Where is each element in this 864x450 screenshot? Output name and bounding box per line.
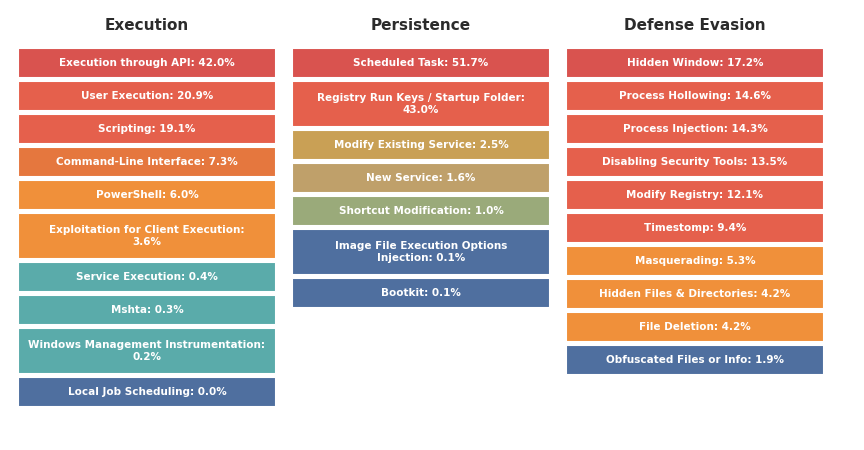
Text: Local Job Scheduling: 0.0%: Local Job Scheduling: 0.0% [67,387,226,397]
Text: Defense Evasion: Defense Evasion [624,18,766,33]
Bar [566,279,824,309]
Text: Disabling Security Tools: 13.5%: Disabling Security Tools: 13.5% [602,157,788,167]
Bar [566,180,824,210]
Bar [292,81,550,127]
Bar [18,180,276,210]
Text: Process Injection: 14.3%: Process Injection: 14.3% [623,124,767,134]
Bar [18,295,276,325]
Bar [566,312,824,342]
Text: PowerShell: 6.0%: PowerShell: 6.0% [96,190,199,200]
Bar [292,278,550,308]
Text: Masquerading: 5.3%: Masquerading: 5.3% [635,256,755,266]
Bar [18,377,276,407]
Text: Command-Line Interface: 7.3%: Command-Line Interface: 7.3% [56,157,238,167]
Text: Mshta: 0.3%: Mshta: 0.3% [111,305,183,315]
Text: User Execution: 20.9%: User Execution: 20.9% [81,91,213,101]
Bar [292,229,550,275]
Bar [566,147,824,177]
Bar [566,81,824,111]
Bar [566,246,824,276]
Bar [566,114,824,144]
Text: Service Execution: 0.4%: Service Execution: 0.4% [76,272,218,282]
Text: File Deletion: 4.2%: File Deletion: 4.2% [639,322,751,332]
Text: Scripting: 19.1%: Scripting: 19.1% [98,124,195,134]
Bar [18,147,276,177]
Bar [18,48,276,78]
Bar [566,213,824,243]
Bar [18,213,276,259]
Bar [566,345,824,375]
Bar [292,196,550,226]
Text: Process Hollowing: 14.6%: Process Hollowing: 14.6% [619,91,771,101]
Text: Execution: Execution [105,18,189,33]
Text: Windows Management Instrumentation:
0.2%: Windows Management Instrumentation: 0.2% [29,340,265,362]
Text: Persistence: Persistence [371,18,471,33]
Text: Scheduled Task: 51.7%: Scheduled Task: 51.7% [353,58,489,68]
Text: Modify Registry: 12.1%: Modify Registry: 12.1% [626,190,764,200]
Bar [18,262,276,292]
Text: Exploitation for Client Execution:
3.6%: Exploitation for Client Execution: 3.6% [49,225,245,247]
Text: Obfuscated Files or Info: 1.9%: Obfuscated Files or Info: 1.9% [606,355,784,365]
Text: Hidden Window: 17.2%: Hidden Window: 17.2% [626,58,763,68]
Text: Execution through API: 42.0%: Execution through API: 42.0% [59,58,235,68]
Bar [18,81,276,111]
Bar [292,163,550,193]
Text: Bootkit: 0.1%: Bootkit: 0.1% [381,288,461,298]
Text: Timestomp: 9.4%: Timestomp: 9.4% [644,223,746,233]
Bar [18,114,276,144]
Text: Hidden Files & Directories: 4.2%: Hidden Files & Directories: 4.2% [600,289,791,299]
Text: Image File Execution Options
Injection: 0.1%: Image File Execution Options Injection: … [335,241,507,263]
Text: Registry Run Keys / Startup Folder:
43.0%: Registry Run Keys / Startup Folder: 43.0… [317,93,525,115]
Bar [18,328,276,374]
Text: Shortcut Modification: 1.0%: Shortcut Modification: 1.0% [339,206,504,216]
Bar [292,130,550,160]
Bar [566,48,824,78]
Text: Modify Existing Service: 2.5%: Modify Existing Service: 2.5% [334,140,508,150]
Text: New Service: 1.6%: New Service: 1.6% [366,173,476,183]
Bar [292,48,550,78]
